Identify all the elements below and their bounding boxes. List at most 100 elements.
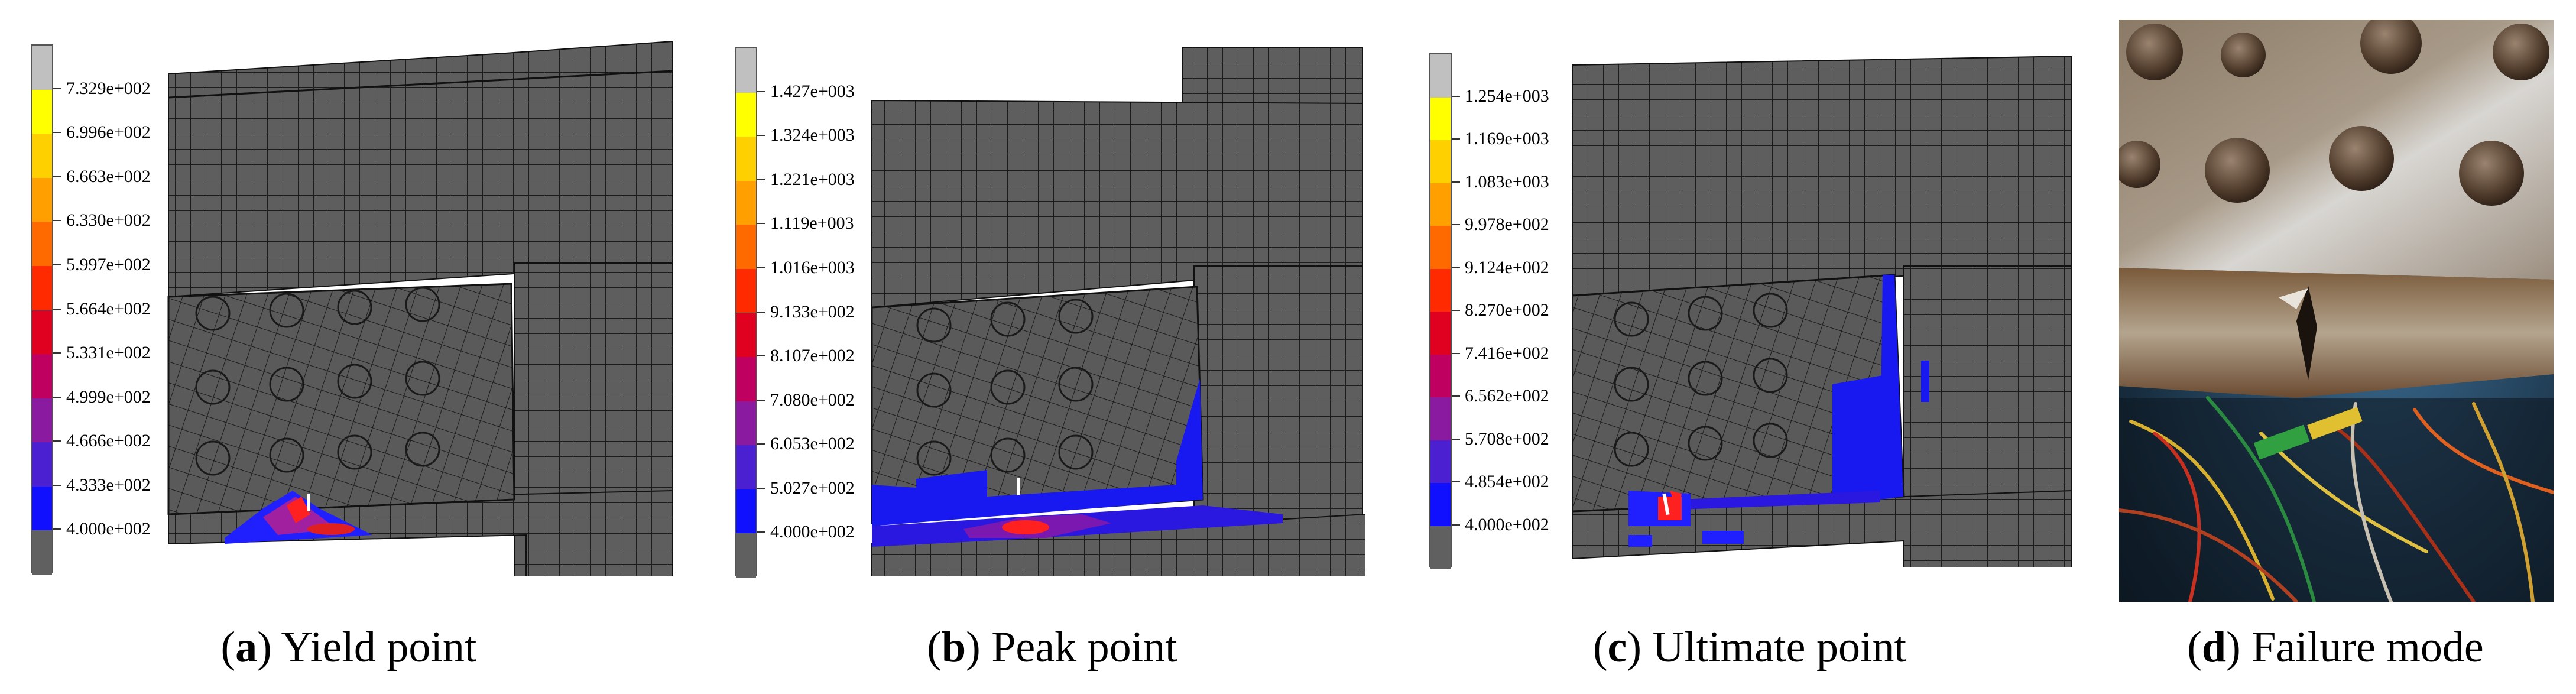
legend-tick	[1452, 524, 1460, 526]
legend-tick	[1452, 181, 1460, 183]
legend-color-segment	[736, 137, 756, 181]
caption-b: (b) Peak point	[927, 623, 1177, 672]
legend-color-segment	[1430, 483, 1451, 526]
legend-label: 1.324e+003	[770, 125, 855, 145]
legend-color-segment	[1430, 97, 1451, 140]
legend-label: 4.000e+002	[66, 519, 151, 539]
legend-tick	[1452, 224, 1460, 225]
legend-tick	[53, 352, 61, 354]
legend-color-segment	[1430, 526, 1451, 569]
legend-tick	[757, 135, 765, 137]
legend-color-segment	[736, 180, 756, 225]
legend-color-segment	[736, 268, 756, 313]
legend-label: 6.330e+002	[66, 210, 151, 231]
caption-d: (d) Failure mode	[2187, 623, 2484, 672]
legend-tick	[53, 220, 61, 222]
legend-label: 1.016e+003	[770, 257, 855, 277]
legend-tick	[757, 443, 765, 445]
legend-color-segment	[1430, 312, 1451, 355]
legend-tick	[1452, 395, 1460, 397]
legend-label: 5.997e+002	[66, 254, 151, 274]
legend-color-segment	[736, 313, 756, 358]
legend-label: 8.270e+002	[1465, 300, 1549, 320]
legend-color-segment	[32, 46, 52, 90]
fe-mesh-b	[871, 47, 1365, 576]
legend-tick	[757, 399, 765, 401]
legend-tick	[53, 176, 61, 177]
legend-color-segment	[736, 401, 756, 446]
legend-label: 8.107e+002	[770, 346, 855, 366]
legend-tick	[53, 484, 61, 486]
legend-color-segment	[32, 134, 52, 178]
legend-tick	[53, 132, 61, 134]
legend-color-segment	[736, 445, 756, 489]
legend-label: 4.000e+002	[770, 522, 855, 542]
legend-color-segment	[32, 265, 52, 310]
legend-label: 4.333e+002	[66, 475, 151, 495]
legend-colorbar-b	[735, 47, 757, 578]
legend-color-segment	[736, 92, 756, 137]
legend-label: 5.331e+002	[66, 343, 151, 363]
legend-color-segment	[32, 530, 52, 575]
legend-label: 6.996e+002	[66, 122, 151, 142]
legend-color-segment	[32, 486, 52, 531]
legend-label: 6.663e+002	[66, 166, 151, 186]
legend-colorbar-c	[1429, 53, 1452, 569]
fe-mesh-c	[1572, 55, 2072, 567]
legend-color-segment	[32, 310, 52, 355]
fe-mesh-a	[167, 41, 673, 576]
legend-label: 4.000e+002	[1465, 514, 1549, 534]
legend-color-segment	[1430, 354, 1451, 397]
legend-label: 7.080e+002	[770, 390, 855, 410]
legend-label: 5.027e+002	[770, 478, 855, 498]
legend-label: 6.562e+002	[1465, 386, 1549, 406]
legend-label: 1.083e+003	[1465, 171, 1549, 192]
legend-label: 9.133e+002	[770, 301, 855, 322]
legend-color-segment	[32, 222, 52, 266]
legend-tick	[1452, 438, 1460, 440]
legend-label: 6.053e+002	[770, 434, 855, 454]
legend-label: 4.666e+002	[66, 431, 151, 451]
legend-color-segment	[736, 357, 756, 401]
legend-color-segment	[32, 398, 52, 443]
legend-colorbar-a	[31, 44, 53, 575]
legend-color-segment	[32, 442, 52, 487]
legend-color-segment	[736, 489, 756, 534]
legend-color-segment	[1430, 183, 1451, 226]
legend-tick	[1452, 481, 1460, 482]
legend-tick	[757, 531, 765, 533]
legend-color-segment	[736, 225, 756, 269]
legend-tick	[757, 179, 765, 180]
legend-label: 4.999e+002	[66, 387, 151, 407]
legend-tick	[757, 355, 765, 357]
legend-color-segment	[32, 177, 52, 222]
legend-color-segment	[1430, 268, 1451, 312]
legend-tick	[757, 311, 765, 313]
legend-color-segment	[32, 354, 52, 398]
legend-label: 4.854e+002	[1465, 472, 1549, 491]
legend-label: 1.254e+003	[1465, 86, 1549, 106]
legend-tick	[53, 87, 61, 89]
failure-photo	[2119, 20, 2554, 602]
legend-label: 1.119e+003	[770, 213, 854, 234]
legend-tick	[1452, 310, 1460, 311]
legend-tick	[1452, 138, 1460, 140]
legend-tick	[1452, 352, 1460, 354]
legend-tick	[757, 487, 765, 489]
legend-tick	[53, 308, 61, 310]
legend-label: 7.416e+002	[1465, 343, 1549, 363]
legend-tick	[1452, 267, 1460, 268]
legend-color-segment	[32, 89, 52, 134]
legend-color-segment	[1430, 140, 1451, 183]
legend-label: 9.124e+002	[1465, 257, 1549, 277]
legend-label: 5.664e+002	[66, 299, 151, 319]
legend-color-segment	[736, 48, 756, 93]
legend-label: 7.329e+002	[66, 78, 151, 98]
legend-tick	[53, 528, 61, 530]
legend-tick	[53, 264, 61, 265]
legend-tick	[53, 396, 61, 398]
caption-c: (c) Ultimate point	[1592, 623, 1907, 672]
legend-color-segment	[1430, 226, 1451, 269]
legend-tick	[757, 223, 765, 225]
legend-tick	[757, 90, 765, 92]
